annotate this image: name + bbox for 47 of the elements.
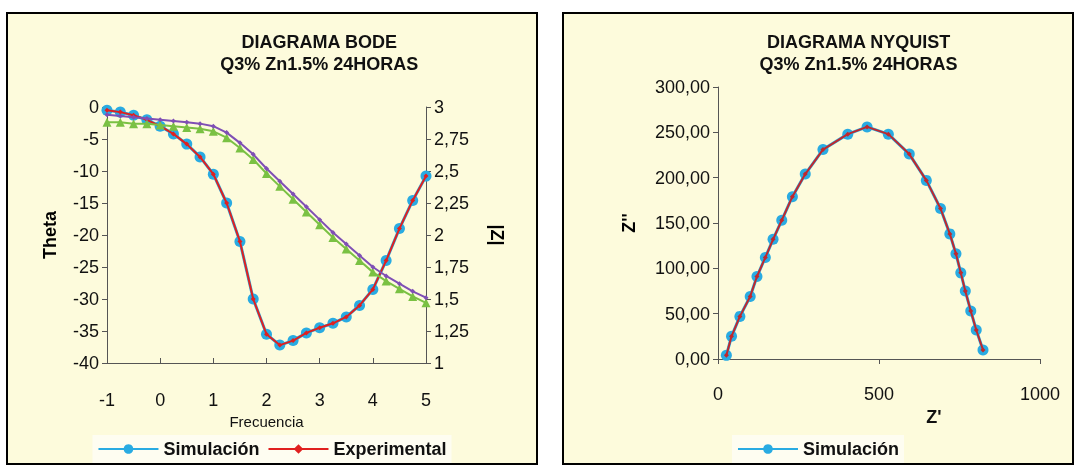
y2-tick-label: 1,25 (434, 321, 470, 341)
x-tick-label: 1 (208, 390, 219, 410)
chart-subtitle: Q3% Zn1.5% 24HORAS (759, 54, 958, 74)
y-tick-label: 50,00 (664, 303, 710, 324)
y2-axis-title: |Z| (487, 224, 507, 246)
chart-title: DIAGRAMA BODE (241, 32, 397, 52)
y2-tick-label: 3 (434, 97, 445, 117)
y2-tick-label: 1,5 (434, 289, 460, 309)
y-tick-label: -20 (72, 225, 99, 245)
chart-subtitle: Q3% Zn1.5% 24HORAS (220, 54, 419, 74)
y-tick-label: -30 (72, 289, 99, 309)
y-tick-label: 0,00 (674, 349, 710, 369)
x-axis-title: Frecuencia (229, 412, 305, 430)
legend-label: Simulación (163, 439, 260, 459)
x-tick-label: 2 (261, 390, 272, 410)
legend-label: Experimental (333, 439, 447, 459)
y-tick-label: 300,00 (654, 77, 710, 97)
chart-title: DIAGRAMA NYQUIST (766, 32, 951, 52)
x-tick-label: 500 (863, 384, 895, 404)
x-tick-label: -1 (98, 390, 116, 410)
y-tick-label: -10 (72, 161, 99, 181)
x-axis-title: Z' (926, 406, 942, 427)
y2-tick-label: 2,25 (434, 193, 470, 213)
y-tick-label: 250,00 (654, 122, 710, 143)
x-tick-label: 1000 (1019, 384, 1061, 404)
y2-tick-label: 1 (434, 353, 445, 373)
y-tick-label: -35 (72, 321, 99, 341)
y-tick-label: -25 (72, 257, 99, 277)
legend-label: Simulación (802, 439, 900, 459)
x-tick-label: 3 (314, 390, 325, 410)
y-axis-title: Theta (40, 210, 60, 260)
y-tick-label: 100,00 (654, 258, 710, 279)
y2-tick-label: 2,5 (434, 161, 460, 181)
x-tick-label: 0 (155, 390, 166, 410)
y-tick-label: 0 (88, 97, 99, 117)
x-tick-label: 5 (420, 390, 432, 410)
y2-tick-label: 2 (434, 225, 445, 245)
y-tick-label: -40 (72, 353, 99, 373)
y-tick-label: -5 (82, 129, 99, 149)
y2-tick-label: 2,75 (434, 129, 470, 149)
y2-tick-label: 1,75 (434, 257, 470, 277)
y-tick-label: -15 (72, 193, 99, 213)
y-tick-label: 200,00 (654, 167, 710, 188)
y-axis-title: Z'' (619, 213, 639, 233)
y-tick-label: 150,00 (654, 213, 710, 233)
x-tick-label: 0 (712, 384, 724, 404)
x-tick-label: 4 (367, 390, 378, 410)
